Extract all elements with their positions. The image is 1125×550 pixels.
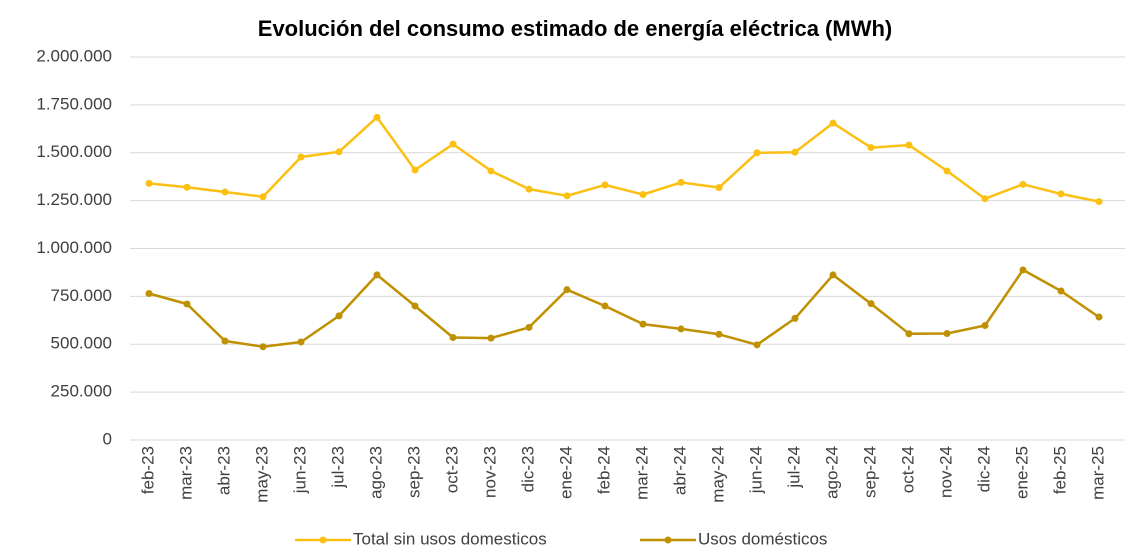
x-tick-label: ago-24 <box>822 446 841 499</box>
point <box>1057 287 1065 295</box>
point <box>639 190 647 198</box>
point <box>1095 198 1103 206</box>
y-tick-label: 1.500.000 <box>36 142 112 161</box>
point <box>867 300 875 308</box>
point <box>259 193 267 201</box>
point <box>335 312 343 320</box>
x-tick-label: jun-24 <box>746 446 765 494</box>
point <box>373 113 381 121</box>
point <box>905 141 913 149</box>
y-tick-label: 250.000 <box>51 382 112 401</box>
x-tick-label: ago-23 <box>366 446 385 499</box>
y-tick-label: 2.000.000 <box>36 46 112 65</box>
point <box>297 153 305 161</box>
point <box>601 302 609 310</box>
point <box>221 337 229 345</box>
point <box>259 343 267 351</box>
point <box>1019 180 1027 188</box>
x-tick-label: nov-24 <box>936 446 955 498</box>
point <box>487 167 495 175</box>
x-tick-label: sep-23 <box>404 446 423 498</box>
x-tick-label: may-24 <box>708 446 727 503</box>
point <box>373 271 381 279</box>
point <box>639 320 647 328</box>
point <box>943 330 951 338</box>
x-tick-label: jul-24 <box>784 446 803 489</box>
x-tick-label: feb-24 <box>594 446 613 494</box>
point <box>411 166 419 174</box>
point <box>715 330 723 338</box>
legend-label: Usos domésticos <box>698 529 827 548</box>
point <box>221 188 229 196</box>
x-tick-label: abr-23 <box>214 446 233 495</box>
legend-label: Total sin usos domesticos <box>353 529 547 548</box>
x-tick-label: ene-25 <box>1012 446 1031 499</box>
x-tick-label: dic-24 <box>974 446 993 492</box>
x-tick-label: sep-24 <box>860 446 879 498</box>
point <box>867 144 875 152</box>
point <box>791 148 799 156</box>
chart-title: Evolución del consumo estimado de energí… <box>258 16 892 41</box>
point <box>791 314 799 322</box>
x-tick-label: dic-23 <box>518 446 537 492</box>
point <box>487 334 495 342</box>
x-tick-label: ene-24 <box>556 446 575 499</box>
x-tick-label: oct-23 <box>442 446 461 493</box>
point <box>297 338 305 346</box>
point <box>525 185 533 193</box>
point <box>145 179 153 187</box>
point <box>829 119 837 127</box>
point <box>145 290 153 298</box>
x-tick-label: may-23 <box>252 446 271 503</box>
point <box>943 167 951 175</box>
point <box>411 302 419 310</box>
point <box>829 271 837 279</box>
series-line <box>148 116 1100 203</box>
point <box>183 300 191 308</box>
point <box>1095 313 1103 321</box>
point <box>753 341 761 349</box>
point <box>563 192 571 200</box>
point <box>981 195 989 203</box>
series-line <box>148 268 1100 348</box>
x-tick-label: nov-23 <box>480 446 499 498</box>
y-tick-label: 1.000.000 <box>36 238 112 257</box>
point <box>1019 266 1027 274</box>
point <box>525 323 533 331</box>
point <box>601 181 609 189</box>
point <box>753 149 761 157</box>
point <box>905 330 913 338</box>
point <box>981 321 989 329</box>
point <box>563 286 571 294</box>
y-tick-label: 500.000 <box>51 334 112 353</box>
point <box>183 183 191 191</box>
x-tick-label: mar-23 <box>176 446 195 500</box>
y-tick-label: 750.000 <box>51 286 112 305</box>
point <box>449 334 457 342</box>
x-tick-label: abr-24 <box>670 446 689 495</box>
x-tick-label: jun-23 <box>290 446 309 494</box>
legend-marker <box>664 536 672 544</box>
x-tick-label: feb-23 <box>138 446 157 494</box>
point <box>677 178 685 186</box>
x-tick-label: jul-23 <box>328 446 347 489</box>
point <box>715 184 723 192</box>
x-tick-label: feb-25 <box>1050 446 1069 494</box>
point <box>449 140 457 148</box>
x-tick-label: oct-24 <box>898 446 917 493</box>
point <box>677 325 685 333</box>
y-tick-label: 1.250.000 <box>36 190 112 209</box>
point <box>1057 190 1065 198</box>
y-tick-label: 0 <box>103 429 112 448</box>
x-tick-label: mar-24 <box>632 446 651 500</box>
point <box>335 148 343 156</box>
y-tick-label: 1.750.000 <box>36 94 112 113</box>
x-tick-label: mar-25 <box>1088 446 1107 500</box>
legend-marker <box>319 536 327 544</box>
